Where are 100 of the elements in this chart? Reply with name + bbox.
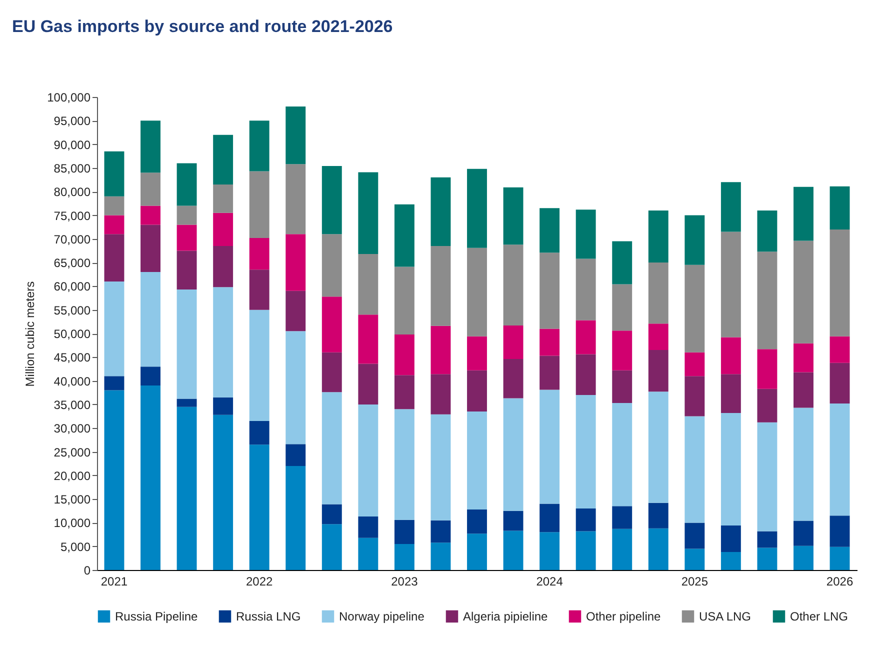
bar: [430, 520, 451, 543]
bar: [213, 246, 234, 288]
bar: [104, 234, 124, 282]
bar: [648, 262, 668, 324]
bar: [176, 163, 197, 206]
bar: [612, 506, 632, 529]
y-tick-label: 80,000: [54, 185, 91, 200]
bar: [612, 370, 632, 404]
y-tick-label: 10,000: [54, 516, 91, 530]
bar: [794, 240, 814, 344]
bar: [540, 390, 560, 504]
bar: [394, 409, 414, 520]
bar: [467, 168, 487, 248]
bar: [648, 210, 668, 263]
bar: [358, 538, 378, 570]
bar: [430, 542, 451, 570]
bar: [358, 314, 378, 364]
bar: [540, 328, 560, 356]
bar: [467, 248, 487, 336]
y-tick-label: 40,000: [54, 374, 91, 388]
legend-label: Other pipeline: [586, 609, 662, 624]
x-tick-label: 2026: [826, 574, 854, 588]
bar: [286, 106, 306, 164]
bar: [720, 412, 741, 526]
bar: [720, 552, 741, 570]
bar: [430, 374, 451, 414]
bar: [612, 284, 632, 331]
y-tick-label: 60,000: [54, 280, 91, 294]
y-tick-label: 45,000: [54, 350, 91, 365]
bar: [104, 390, 124, 570]
bar: [794, 408, 814, 521]
bar: [503, 325, 524, 360]
bar: [684, 416, 705, 523]
bar: [648, 392, 668, 503]
y-tick-label: 100,000: [47, 90, 91, 104]
y-tick-label: 25,000: [54, 445, 91, 460]
bar: [322, 166, 342, 234]
bar: [503, 244, 524, 326]
bar: [104, 281, 124, 376]
bar: [213, 414, 234, 570]
bar: [104, 196, 124, 216]
bar: [612, 330, 632, 370]
bar: [322, 296, 342, 352]
bar: [249, 270, 270, 310]
legend-label: Norway pipeline: [339, 609, 425, 624]
bar: [830, 404, 850, 516]
y-tick-label: 95,000: [54, 114, 91, 128]
y-tick-label: 75,000: [54, 208, 91, 223]
bar: [540, 208, 560, 253]
y-tick-label: 70,000: [54, 232, 91, 246]
y-tick-label: 15,000: [54, 492, 91, 507]
bar: [213, 397, 234, 415]
bar: [140, 172, 160, 206]
x-tick-label: 2021: [100, 574, 128, 588]
y-tick-label: 35,000: [54, 398, 91, 412]
bar: [830, 546, 850, 570]
bar: [176, 250, 197, 290]
bar: [576, 531, 596, 570]
bar: [684, 376, 705, 416]
bar: [794, 186, 814, 241]
bar: [612, 241, 632, 284]
bar: [467, 509, 487, 534]
bar: [249, 238, 270, 270]
bar: [394, 544, 414, 570]
bar: [286, 466, 306, 570]
bar: [430, 326, 451, 374]
bar: [830, 516, 850, 547]
bar: [249, 444, 270, 570]
y-tick-label: 30,000: [54, 422, 91, 436]
y-tick-label: 5,000: [60, 540, 91, 554]
bar: [830, 362, 850, 404]
bar: [394, 266, 414, 334]
bar: [794, 343, 814, 372]
bar: [503, 359, 524, 398]
bar: [757, 388, 778, 422]
bar: [540, 356, 560, 390]
bar: [249, 310, 270, 422]
bar: [104, 151, 124, 196]
bar: [830, 336, 850, 363]
bar: [394, 375, 414, 410]
y-axis-title: Million cubic meters: [23, 281, 38, 387]
bar: [430, 177, 451, 246]
bar: [720, 526, 741, 552]
bar: [358, 404, 378, 517]
legend-label: Other LNG: [790, 609, 848, 624]
chart-title: EU Gas imports by source and route 2021-2026: [12, 17, 393, 36]
bar: [720, 374, 741, 413]
legend-label: Russia LNG: [236, 609, 301, 624]
bar: [576, 508, 596, 532]
bar: [286, 234, 306, 291]
bar: [684, 215, 705, 265]
bar: [104, 215, 124, 234]
bar: [467, 370, 487, 412]
y-tick-label: 85,000: [54, 161, 91, 176]
bar: [612, 528, 632, 570]
bar: [720, 337, 741, 374]
bar: [720, 232, 741, 338]
bar: [249, 171, 270, 238]
bar: [213, 134, 234, 185]
bar: [576, 320, 596, 354]
